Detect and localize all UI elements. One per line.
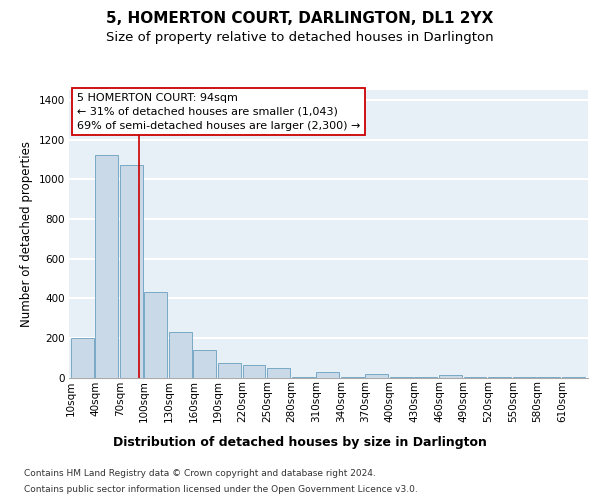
Bar [390,376,413,378]
Bar [365,374,388,378]
Bar [193,350,217,378]
Bar [242,364,265,378]
Text: 5 HOMERTON COURT: 94sqm
← 31% of detached houses are smaller (1,043)
69% of semi: 5 HOMERTON COURT: 94sqm ← 31% of detache… [77,93,360,131]
Bar [292,376,314,378]
Bar [512,376,536,378]
Bar [316,372,339,378]
Bar [95,156,118,378]
Bar [439,374,462,378]
Bar [562,376,585,378]
Bar [341,376,364,378]
Bar [169,332,192,378]
Y-axis label: Number of detached properties: Number of detached properties [20,141,33,327]
Bar [464,376,487,378]
Bar [218,362,241,378]
Text: Size of property relative to detached houses in Darlington: Size of property relative to detached ho… [106,31,494,44]
Text: Contains public sector information licensed under the Open Government Licence v3: Contains public sector information licen… [24,484,418,494]
Bar [537,376,560,378]
Text: 5, HOMERTON COURT, DARLINGTON, DL1 2YX: 5, HOMERTON COURT, DARLINGTON, DL1 2YX [106,11,494,26]
Bar [145,292,167,378]
Bar [71,338,94,378]
Bar [415,376,437,378]
Bar [267,368,290,378]
Text: Contains HM Land Registry data © Crown copyright and database right 2024.: Contains HM Land Registry data © Crown c… [24,470,376,478]
Bar [488,376,511,378]
Bar [120,166,143,378]
Text: Distribution of detached houses by size in Darlington: Distribution of detached houses by size … [113,436,487,449]
